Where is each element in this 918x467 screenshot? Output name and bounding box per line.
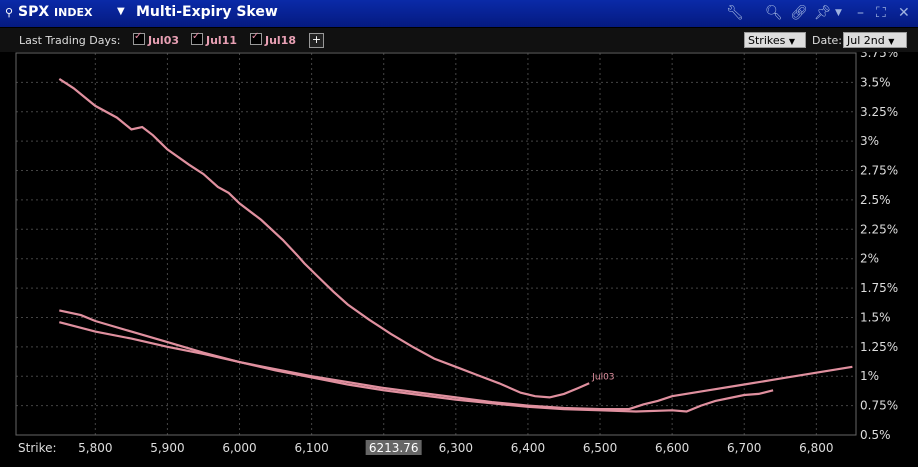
series-line-jul03 — [58, 77, 590, 399]
expiry-checkbox-jul18[interactable]: Jul18 — [250, 31, 297, 47]
series-line-jul11 — [59, 309, 774, 413]
symbol-suffix: INDEX — [54, 6, 93, 19]
x-tick-label: 6,100 — [294, 441, 328, 455]
series-end-label: Jul03 — [591, 372, 614, 382]
x-tick-label: 6,000 — [222, 441, 256, 455]
skew-toolbar: Last Trading Days: Jul03 Jul11 Jul18 + S… — [0, 28, 918, 52]
x-tick-label: 5,900 — [150, 441, 184, 455]
x-tick-label: 6,400 — [511, 441, 545, 455]
window-title: Multi-Expiry Skew — [136, 4, 278, 20]
strikes-dropdown-label: Strikes — [748, 34, 786, 47]
expiry-label: Jul18 — [265, 34, 297, 47]
pin-icon[interactable]: 📌︎ — [814, 5, 832, 21]
chain-link-icon[interactable]: 🔗︎ — [790, 5, 808, 21]
x-tick-label: 6,600 — [655, 441, 689, 455]
y-tick-label: 2.75% — [860, 164, 898, 178]
maximize-icon[interactable]: ⛶ — [876, 5, 886, 21]
symbol-text: SPX — [18, 4, 50, 20]
checkbox-icon[interactable] — [191, 31, 203, 45]
date-label: Date: — [812, 34, 842, 47]
date-dropdown[interactable]: Jul 2nd ▼ — [843, 32, 907, 48]
y-tick-label: 3.5% — [860, 75, 891, 89]
current-price-label: 6213.76 — [369, 441, 419, 455]
expiry-label: Jul03 — [148, 34, 180, 47]
checkbox-icon[interactable] — [133, 31, 145, 45]
x-tick-label: 5,800 — [78, 441, 112, 455]
expiry-checkbox-jul03[interactable]: Jul03 — [133, 31, 180, 47]
symbol-label[interactable]: SPX INDEX — [18, 4, 92, 20]
y-tick-label: 2% — [860, 252, 879, 266]
checkbox-icon[interactable] — [250, 31, 262, 45]
x-axis: 5,8005,9006,0006,1006,2006,3006,4006,500… — [78, 441, 833, 455]
y-tick-label: 3.75% — [860, 52, 898, 60]
series-line-jul18 — [59, 321, 853, 411]
link-icon[interactable]: ⚲ — [5, 6, 14, 19]
series-lines: Jul03 — [58, 77, 853, 413]
symbol-dropdown-icon[interactable]: ▼ — [117, 6, 125, 17]
y-tick-label: 1% — [860, 369, 879, 383]
x-tick-label: 6,700 — [727, 441, 761, 455]
x-tick-label: 6,500 — [583, 441, 617, 455]
pin-dropdown-icon[interactable]: ▼ — [835, 8, 842, 18]
y-tick-label: 2.5% — [860, 193, 891, 207]
last-trading-days-label: Last Trading Days: — [19, 34, 121, 47]
chevron-down-icon: ▼ — [888, 37, 895, 46]
x-tick-label: 6,800 — [799, 441, 833, 455]
plot-frame — [15, 52, 857, 436]
y-tick-label: 1.75% — [860, 281, 898, 295]
add-expiry-button[interactable]: + — [309, 33, 324, 48]
close-icon[interactable]: ✕ — [898, 5, 910, 21]
y-tick-label: 3.25% — [860, 105, 898, 119]
wrench-icon[interactable]: 🔧︎ — [726, 5, 744, 21]
search-icon[interactable]: 🔍︎ — [765, 5, 783, 21]
y-tick-label: 0.75% — [860, 399, 898, 413]
window-titlebar: ⚲ SPX INDEX ▼ Multi-Expiry Skew 🔧︎ 🔍︎ 🔗︎… — [0, 0, 918, 28]
chart-grid — [16, 52, 856, 436]
date-dropdown-value: Jul 2nd — [847, 34, 885, 47]
chevron-down-icon: ▼ — [788, 37, 796, 46]
minimize-icon[interactable]: – — [857, 5, 864, 21]
y-tick-label: 1.5% — [860, 310, 891, 324]
y-tick-label: 3% — [860, 134, 879, 148]
x-tick-label: 6,300 — [439, 441, 473, 455]
y-tick-label: 0.5% — [860, 428, 891, 442]
skew-chart[interactable]: 0.5% 0.75% 1% 1.25% 1.5% 1.75% 2% 2.25% 2.5% 2.75… — [0, 52, 918, 467]
current-price-marker — [365, 440, 422, 455]
y-tick-label: 2.25% — [860, 222, 898, 236]
strikes-dropdown[interactable]: Strikes ▼ — [744, 32, 806, 48]
x-axis-label: Strike: — [18, 441, 57, 455]
expiry-label: Jul11 — [206, 34, 238, 47]
y-axis: 0.5% 0.75% 1% 1.25% 1.5% 1.75% 2% 2.25% 2.5% 2.75… — [860, 52, 898, 442]
expiry-checkbox-jul11[interactable]: Jul11 — [191, 31, 238, 47]
y-tick-label: 1.25% — [860, 340, 898, 354]
